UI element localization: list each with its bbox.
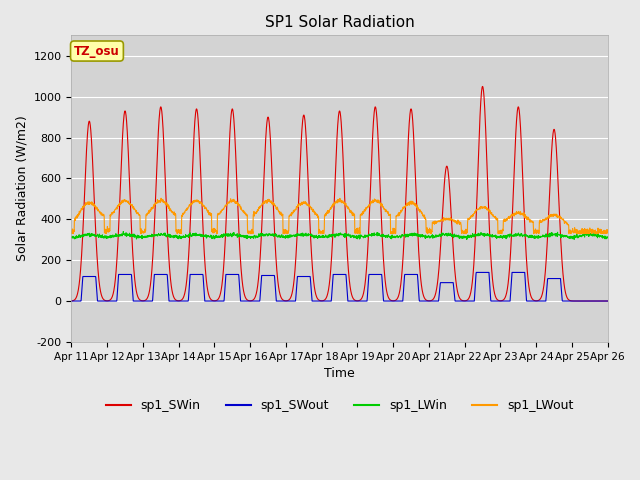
X-axis label: Time: Time xyxy=(324,367,355,380)
sp1_SWout xyxy=(495,298,503,304)
sp1_SWout xyxy=(604,298,612,304)
sp1_LWin xyxy=(572,233,579,239)
sp1_LWin xyxy=(495,234,503,240)
sp1_LWout xyxy=(557,216,564,221)
Line: sp1_LWin: sp1_LWin xyxy=(72,231,608,240)
sp1_SWout xyxy=(557,276,564,281)
sp1_LWout xyxy=(367,200,375,206)
sp1_SWin xyxy=(557,232,564,238)
Title: SP1 Solar Radiation: SP1 Solar Radiation xyxy=(265,15,415,30)
sp1_SWout xyxy=(572,298,579,304)
Line: sp1_LWout: sp1_LWout xyxy=(72,198,608,234)
Y-axis label: Solar Radiation (W/m2): Solar Radiation (W/m2) xyxy=(15,116,28,262)
sp1_SWin xyxy=(572,298,579,304)
sp1_SWout xyxy=(367,272,374,277)
sp1_LWout xyxy=(572,228,579,234)
sp1_SWin xyxy=(217,288,225,294)
sp1_SWout xyxy=(472,270,480,276)
sp1_SWin xyxy=(367,185,374,191)
sp1_LWout xyxy=(496,229,504,235)
sp1_SWout xyxy=(355,298,363,304)
sp1_SWout xyxy=(217,298,225,304)
sp1_LWin xyxy=(367,232,374,238)
sp1_LWout xyxy=(157,195,165,201)
sp1_LWin xyxy=(355,233,363,239)
sp1_LWout xyxy=(604,229,612,235)
sp1_LWin xyxy=(218,232,225,238)
sp1_SWin xyxy=(68,298,76,304)
sp1_LWin xyxy=(557,231,564,237)
sp1_LWin xyxy=(570,237,578,242)
sp1_LWin xyxy=(604,235,612,240)
sp1_SWin xyxy=(604,298,612,304)
sp1_LWout xyxy=(355,225,363,230)
Legend: sp1_SWin, sp1_SWout, sp1_LWin, sp1_LWout: sp1_SWin, sp1_SWout, sp1_LWin, sp1_LWout xyxy=(100,394,579,417)
sp1_SWin xyxy=(495,298,503,303)
sp1_LWout xyxy=(69,231,77,237)
Text: TZ_osu: TZ_osu xyxy=(74,45,120,58)
sp1_SWin xyxy=(355,298,363,303)
sp1_LWout xyxy=(68,230,76,236)
sp1_LWout xyxy=(218,208,225,214)
Line: sp1_SWin: sp1_SWin xyxy=(72,86,608,301)
sp1_SWin xyxy=(479,84,486,89)
sp1_LWin xyxy=(68,235,76,240)
Line: sp1_SWout: sp1_SWout xyxy=(72,273,608,301)
sp1_LWin xyxy=(120,228,127,234)
sp1_SWout xyxy=(68,298,76,304)
